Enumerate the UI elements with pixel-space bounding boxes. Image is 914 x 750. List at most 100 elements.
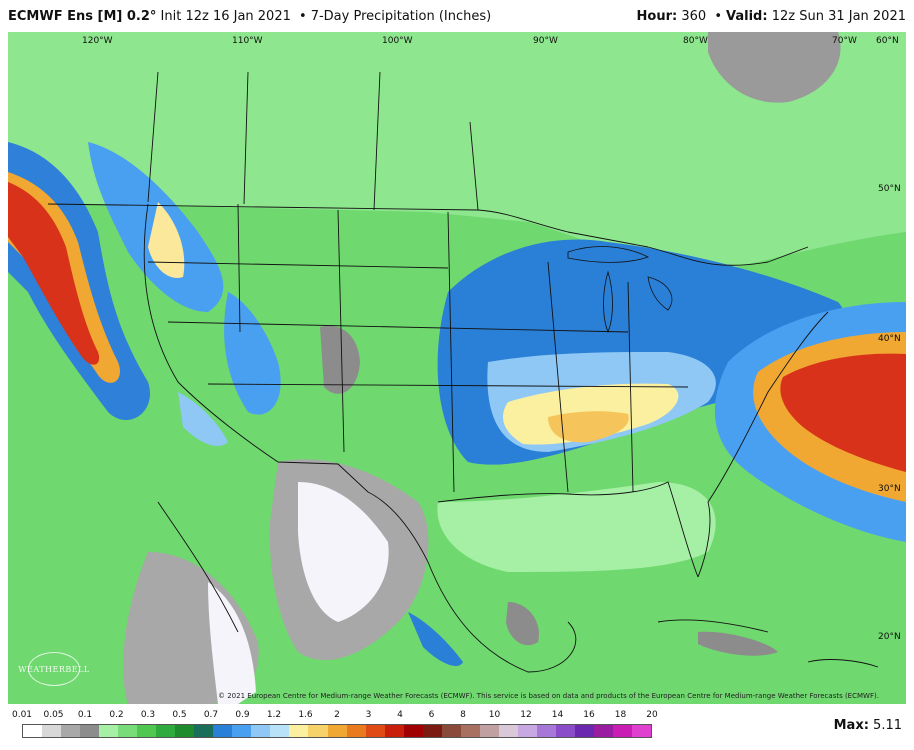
- init-time: Init 12z 16 Jan 2021: [160, 8, 291, 24]
- canada-province-line-2: [243, 71, 249, 205]
- legend-swatch: [156, 725, 176, 737]
- state-line-3: [447, 211, 455, 493]
- gulf-light-green: [437, 482, 716, 572]
- canada-province-line-4: [469, 121, 479, 211]
- legend-tick-label: 12: [520, 710, 532, 720]
- state-line-4: [147, 261, 449, 269]
- lake-superior: [567, 246, 650, 263]
- legend-swatch: [441, 725, 461, 737]
- dry-area-caribbean: [698, 631, 778, 656]
- state-line-6: [207, 383, 689, 388]
- map-header: ECMWF Ens [M] 0.2° Init 12z 16 Jan 2021 …: [0, 0, 914, 32]
- legend-swatch: [61, 725, 81, 737]
- legend-tick-label: 4: [397, 710, 403, 720]
- legend-swatch: [574, 725, 594, 737]
- state-line-7: [547, 261, 569, 493]
- baja-california: [157, 501, 239, 633]
- southeast-orange: [548, 411, 629, 443]
- precip-legend: 0.01 0.05 0.1 0.2 0.3 0.5 0.7 0.9 1.2 1.6 2 3 4 6 8 10 1…: [0, 706, 914, 750]
- legend-tick-label: 10: [488, 710, 501, 720]
- legend-tick-label: 3: [365, 710, 372, 720]
- mexico-coast: [427, 561, 577, 673]
- legend-tick-label: 0.5: [172, 710, 187, 720]
- lon-label: 70°W: [832, 36, 857, 46]
- legend-swatch: [460, 725, 480, 737]
- lat-label: 20°N: [878, 632, 901, 642]
- political-boundaries: [47, 71, 879, 673]
- legend-swatch: [517, 725, 537, 737]
- legend-tick-label: 6: [428, 710, 435, 720]
- legend-swatch: [80, 725, 100, 737]
- legend-swatch: [555, 725, 575, 737]
- legend-tick-label: 2: [334, 710, 340, 720]
- legend-swatch: [99, 725, 119, 737]
- canada-field: [8, 32, 906, 272]
- lake-michigan: [603, 270, 613, 334]
- bullet-separator: •: [714, 8, 723, 24]
- legend-swatch: [479, 725, 499, 737]
- max-value: 5.11: [873, 718, 902, 733]
- legend-swatch: [612, 725, 632, 737]
- valid-label: Valid:: [726, 8, 768, 24]
- state-line-1: [237, 203, 241, 333]
- legend-swatch: [232, 725, 252, 737]
- legend-tick-label: 18: [614, 710, 627, 720]
- product-name: 7-Day Precipitation (Inches): [310, 8, 492, 24]
- legend-swatch: [632, 725, 652, 737]
- legend-swatch: [251, 725, 271, 737]
- legend-tick-label: 1.2: [266, 710, 282, 720]
- great-lakes: [567, 246, 673, 334]
- header-left: ECMWF Ens [M] 0.2° Init 12z 16 Jan 2021 …: [8, 9, 491, 24]
- state-line-2: [337, 209, 345, 453]
- legend-tick-label: 0.2: [109, 710, 124, 720]
- atlantic-red: [780, 353, 906, 472]
- gulf-coast: [437, 481, 699, 578]
- legend-ticks: 0.01 0.05 0.1 0.2 0.3 0.5 0.7 0.9 1.2 1.6 2 3 4 6 8 10 1…: [12, 710, 658, 722]
- dry-area-northeast: [708, 32, 841, 103]
- lat-label: 30°N: [878, 484, 901, 494]
- legend-swatch: [23, 725, 43, 737]
- legend-swatch: [365, 725, 385, 737]
- central-america-blue: [408, 612, 463, 667]
- legend-swatch: [42, 725, 62, 737]
- legend-tick-label: 16: [583, 710, 595, 720]
- map-canvas: [8, 32, 906, 704]
- bullet-separator: •: [299, 8, 307, 24]
- lon-label: 60°N: [876, 36, 899, 46]
- hispaniola-outline: [807, 659, 879, 668]
- state-line-5: [167, 321, 629, 333]
- legend-swatch: [213, 725, 233, 737]
- legend-tick-label: 0.7: [203, 710, 219, 720]
- legend-swatch: [403, 725, 423, 737]
- legend-swatch: [289, 725, 309, 737]
- legend-tick-label: 8: [460, 710, 466, 720]
- lon-label: 100°W: [382, 36, 413, 46]
- copyright-notice: © 2021 European Centre for Medium-range …: [218, 692, 879, 700]
- hour-label: Hour:: [636, 8, 678, 24]
- legend-tick-label: 0.1: [77, 710, 93, 720]
- lon-label: 110°W: [232, 36, 263, 46]
- dry-area-mexico-core: [298, 482, 389, 622]
- weatherbell-logo: WEATHERBELL: [18, 652, 89, 686]
- legend-tick-label: 0.01: [11, 710, 33, 720]
- legend-tick-label: 0.3: [140, 710, 156, 720]
- legend-swatch: [137, 725, 157, 737]
- legend-swatch: [422, 725, 442, 737]
- lon-label: 120°W: [82, 36, 113, 46]
- legend-tick-label: 0.05: [43, 710, 64, 720]
- legend-swatch: [118, 725, 138, 737]
- model-title: ECMWF Ens [M] 0.2: [8, 8, 150, 24]
- valid-value: 12z Sun 31 Jan 2021: [771, 8, 906, 24]
- lat-label: 50°N: [878, 184, 901, 194]
- legend-swatch: [593, 725, 613, 737]
- hour-value: 360: [681, 8, 707, 24]
- legend-swatch: [498, 725, 518, 737]
- header-right: Hour: 360 • Valid: 12z Sun 31 Jan 2021: [637, 9, 906, 24]
- legend-tick-label: 1.6: [298, 710, 313, 720]
- lat-label: 40°N: [878, 334, 901, 344]
- legend-tick-label: 0.9: [235, 710, 250, 720]
- max-value-label: Max: 5.11: [834, 718, 902, 733]
- lake-huron: [647, 276, 673, 311]
- rockies-light-blue: [178, 392, 228, 447]
- legend-colorbar: [22, 724, 652, 738]
